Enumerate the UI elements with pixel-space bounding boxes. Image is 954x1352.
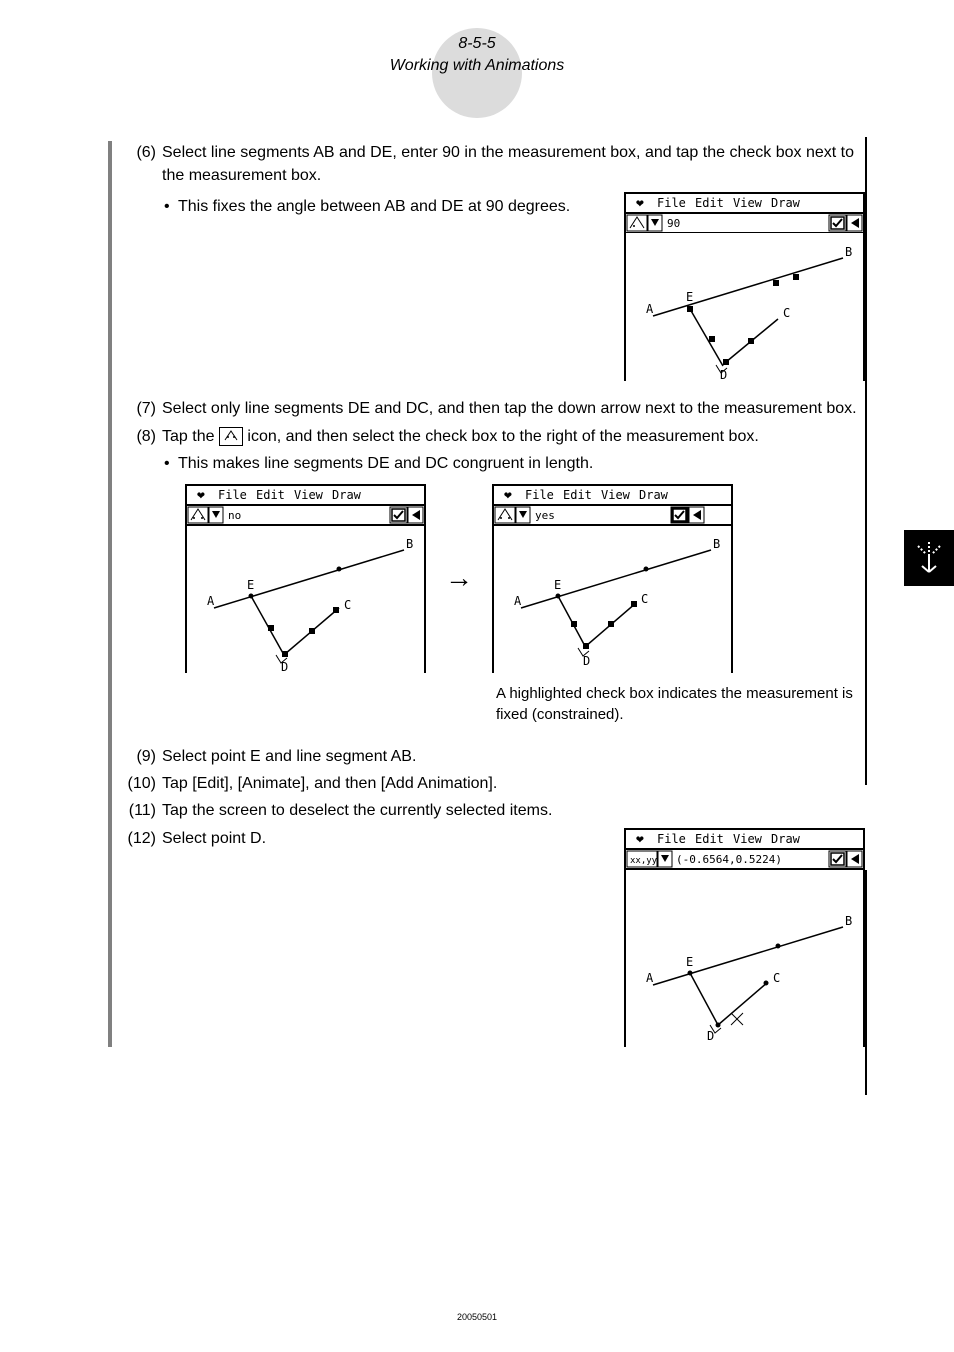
svg-text:View: View [601,488,631,502]
svg-text:View: View [294,488,324,502]
svg-text:D: D [720,368,727,381]
step8-before: Tap the [162,428,219,445]
bullet-dot: • [164,452,178,475]
page-header: 8-5-5 Working with Animations [0,0,954,75]
step-7: (7) Select only line segments DE and DC,… [126,397,866,420]
svg-text:A: A [646,302,654,316]
screenshot-step12: ❤ File Edit View Draw xx,yy (-0.6564,0.5… [623,827,866,1047]
svg-text:Edit: Edit [695,832,724,846]
svg-text:Draw: Draw [332,488,362,502]
step-10: (10) Tap [Edit], [Animate], and then [Ad… [126,772,866,795]
step-text: Select point E and line segment AB. [162,745,866,768]
side-tab-icon [912,540,946,576]
step-text: Select line segments AB and DE, enter 90… [162,141,866,187]
step-text: Tap the screen to deselect the currently… [162,799,866,822]
caption: A highlighted check box indicates the me… [496,683,866,725]
svg-text:Edit: Edit [256,488,285,502]
svg-text:B: B [845,914,852,928]
svg-text:90: 90 [667,217,680,230]
svg-text:B: B [406,537,413,551]
svg-text:xx,yy: xx,yy [630,856,658,866]
right-margin-bar [865,137,867,785]
page-number: 8-5-5 [0,35,954,53]
bullet-dot: • [164,195,178,218]
svg-text:B: B [713,537,720,551]
svg-text:D: D [707,1029,714,1043]
svg-text:(-0.6564,0.5224): (-0.6564,0.5224) [676,853,782,866]
svg-text:E: E [686,955,693,969]
step-8-bullet: • This makes line segments DE and DC con… [164,452,866,475]
step-6-bullet: • This fixes the angle between AB and DE… [164,195,623,218]
svg-text:❤: ❤ [636,196,644,211]
footer: 20050501 [0,1312,954,1322]
svg-text:A: A [646,971,654,985]
step8-after: icon, and then select the check box to t… [243,428,759,445]
menu-edit[interactable]: Edit [695,196,724,210]
step-number: (11) [126,799,162,822]
svg-text:yes: yes [535,509,555,522]
svg-text:no: no [228,509,241,522]
left-indicator-bar: (6) Select line segments AB and DE, ente… [108,141,866,1047]
svg-text:File: File [218,488,247,502]
arrow-icon: → [445,562,473,594]
step-12: (12) Select point D. [126,827,623,850]
step-6: (6) Select line segments AB and DE, ente… [126,141,866,187]
svg-text:❤: ❤ [197,488,205,503]
step-11: (11) Tap the screen to deselect the curr… [126,799,866,822]
step-text: Select point D. [162,827,623,850]
svg-text:View: View [733,832,763,846]
svg-text:C: C [641,592,648,606]
screenshot-step6: ❤ File Edit View Draw 90 [623,191,866,381]
step-9: (9) Select point E and line segment AB. [126,745,866,768]
screenshot-step8b: ❤ File Edit View Draw yes [491,483,734,673]
bullet-text: This fixes the angle between AB and DE a… [178,195,623,218]
svg-text:C: C [344,598,351,612]
svg-text:C: C [783,306,790,320]
side-tab [904,530,954,586]
step-text: Select only line segments DE and DC, and… [162,397,866,420]
page-subtitle: Working with Animations [0,57,954,75]
svg-text:❤: ❤ [504,488,512,503]
svg-text:Draw: Draw [639,488,669,502]
step-number: (12) [126,827,162,850]
svg-text:D: D [583,654,590,668]
step-text: Tap [Edit], [Animate], and then [Add Ani… [162,772,866,795]
svg-text:D: D [281,660,288,673]
step-number: (7) [126,397,162,420]
step-text: Tap the icon, and then select the check … [162,425,866,448]
svg-text:B: B [845,245,852,259]
svg-text:E: E [686,290,693,304]
svg-text:E: E [247,578,254,592]
congruence-icon [219,427,243,446]
menu-draw[interactable]: Draw [771,196,801,210]
svg-text:A: A [207,594,215,608]
svg-text:❤: ❤ [636,832,644,847]
step-number: (8) [126,425,162,448]
screenshot-step8a: ❤ File Edit View Draw no [184,483,427,673]
menu-view[interactable]: View [733,196,763,210]
svg-text:A: A [514,594,522,608]
svg-text:Draw: Draw [771,832,801,846]
step-number: (9) [126,745,162,768]
svg-text:C: C [773,971,780,985]
svg-text:E: E [554,578,561,592]
menu-file[interactable]: File [657,196,686,210]
step-number: (6) [126,141,162,187]
svg-text:Edit: Edit [563,488,592,502]
bullet-text: This makes line segments DE and DC congr… [178,452,866,475]
step-8: (8) Tap the icon, and then select the ch… [126,425,866,448]
step-number: (10) [126,772,162,795]
right-margin-bar-2 [865,870,867,1095]
svg-text:File: File [525,488,554,502]
svg-text:File: File [657,832,686,846]
